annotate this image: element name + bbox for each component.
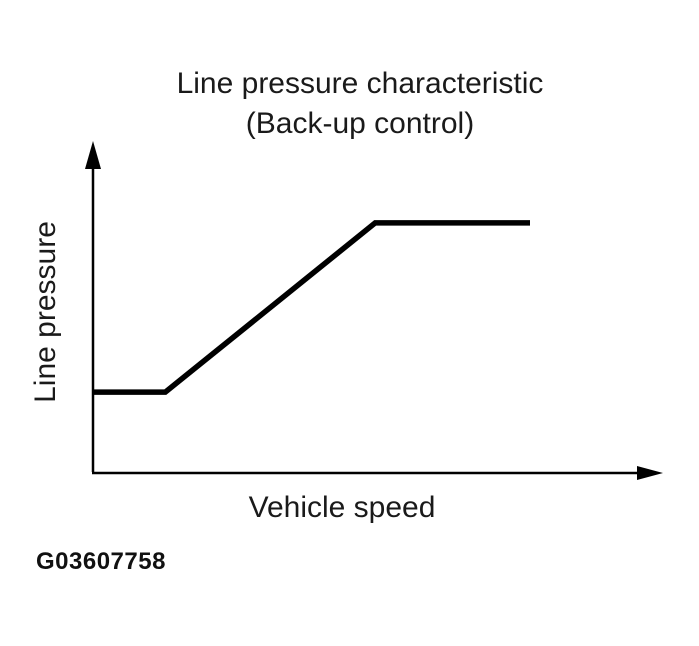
chart-title-line2: (Back-up control): [245, 107, 475, 140]
chart-title-line1: Line pressure characteristic: [176, 67, 544, 100]
chart-title: Line pressure characteristic (Back-up co…: [20, 64, 699, 144]
figure-id: G03607758: [36, 548, 166, 575]
x-axis-arrowhead-icon: [637, 466, 663, 480]
pressure-curve: [93, 220, 530, 395]
y-axis-label: Line pressure: [29, 221, 62, 403]
y-axis-arrowhead-icon: [85, 141, 101, 169]
x-axis-label: Vehicle speed: [248, 491, 436, 524]
